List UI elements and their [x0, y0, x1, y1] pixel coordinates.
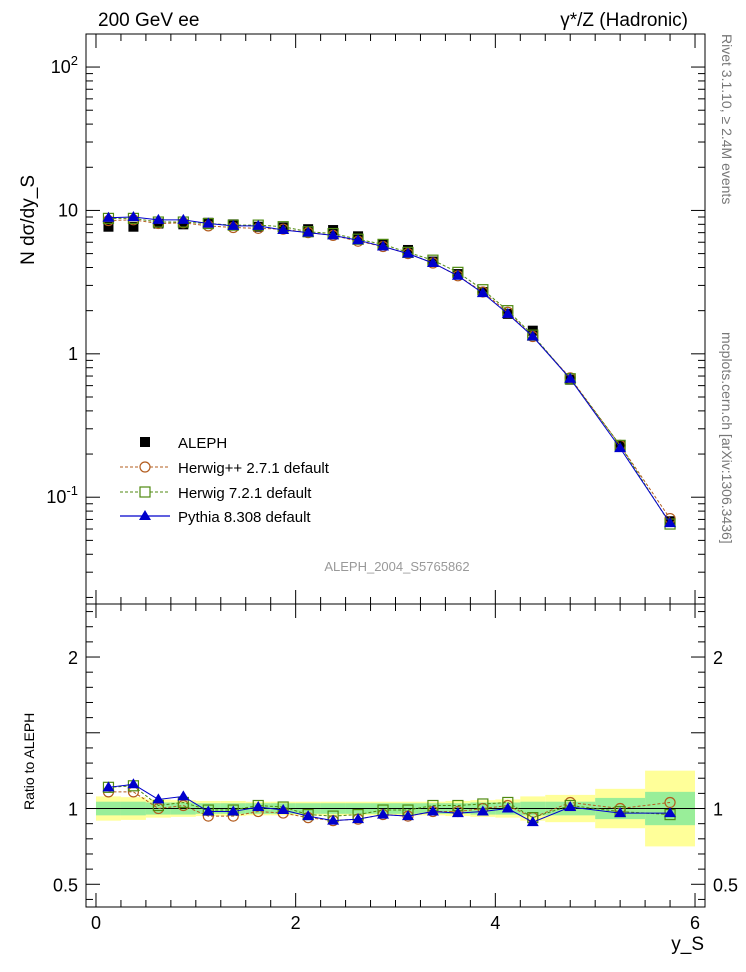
main-point-aleph: [178, 219, 189, 230]
ratio-point-pythia: [302, 810, 315, 821]
header-right: γ*/Z (Hadronic): [560, 10, 688, 31]
main-panel-series: [102, 210, 677, 530]
ratio-ytick-label: 1: [68, 800, 78, 820]
main-point-pythia: [614, 442, 627, 453]
legend-marker-herwig7: [139, 486, 151, 498]
main-point-aleph: [103, 221, 114, 232]
main-point-pythia: [526, 330, 539, 341]
main-point-pythia: [327, 229, 340, 240]
ratio-point-pythia: [352, 813, 365, 824]
ratio-ytick-label: 2: [68, 648, 78, 668]
ratio-line-herwig7: [108, 785, 671, 819]
header-left: 200 GeV ee: [98, 10, 199, 31]
mcplots-label: mcplots.cern.ch [arXiv:1306.3436]: [719, 332, 735, 544]
main-point-pythia: [152, 213, 165, 224]
legend-item-herwigpp: Herwig++ 2.7.1 default: [120, 460, 330, 477]
legend-marker-herwigpp: [139, 461, 151, 473]
ratio-point-pythia: [202, 805, 215, 816]
legend-item-aleph: ALEPH: [140, 435, 227, 452]
ratio-point-pythia: [152, 793, 165, 804]
ratio-point-pythia: [401, 810, 414, 821]
ratio-point-pythia: [327, 814, 340, 825]
main-ytick-label: 10: [58, 200, 78, 220]
main-point-pythia: [102, 211, 115, 222]
legend-item-herwig7: Herwig 7.2.1 default: [120, 485, 312, 502]
main-point-pythia: [564, 372, 577, 383]
legend-marker-pythia: [139, 510, 151, 520]
main-point-pythia: [177, 213, 190, 224]
xlabel: y_S: [671, 934, 704, 955]
ratio-ytick-label-right: 1: [713, 800, 723, 820]
main-ytick-label: 1: [68, 344, 78, 364]
legend-marker-aleph: [140, 437, 150, 447]
main-point-pythia: [664, 517, 677, 528]
ratio-point-pythia: [501, 802, 514, 813]
ratio-panel-series: [102, 778, 677, 827]
ratio-ytick-label: 0.5: [53, 875, 78, 895]
ratio-point-pythia: [377, 808, 390, 819]
ratio-panel-frame: [85, 603, 706, 908]
ratio-xtick-label: 0: [91, 913, 101, 933]
main-point-pythia: [451, 269, 464, 280]
ratio-point-pythia: [227, 805, 240, 816]
main-ylabel: N dσ/dy_S: [18, 175, 39, 265]
analysis-id: ALEPH_2004_S5765862: [324, 559, 469, 574]
main-point-pythia: [501, 307, 514, 318]
ratio-point-pythia: [277, 804, 290, 815]
ratio-point-pythia: [102, 781, 115, 792]
ratio-point-pythia: [526, 816, 539, 827]
ratio-line-herwigpp: [108, 791, 671, 822]
ratio-xtick-label: 4: [490, 913, 500, 933]
ratio-point-pythia: [664, 807, 677, 818]
ratio-point-pythia: [614, 807, 627, 818]
main-point-pythia: [352, 234, 365, 245]
main-point-pythia: [401, 247, 414, 258]
ratio-ytick-label-right: 2: [713, 648, 723, 668]
legend: ALEPH Herwig++ 2.7.1 default Herwig 7.2.…: [120, 435, 330, 526]
main-point-pythia: [476, 287, 489, 298]
main-point-pythia: [227, 219, 240, 230]
ratio-point-pythia: [451, 807, 464, 818]
ratio-xtick-label: 6: [690, 913, 700, 933]
main-point-pythia: [202, 217, 215, 228]
ratio-ylabel: Ratio to ALEPH: [21, 713, 37, 810]
main-point-aleph: [128, 221, 139, 232]
ratio-ytick-label-right: 0.5: [713, 875, 738, 895]
ratio-point-pythia: [426, 805, 439, 816]
rivet-label: Rivet 3.1.10, ≥ 2.4M events: [719, 34, 735, 204]
ratio-point-pythia: [476, 805, 489, 816]
main-point-pythia: [377, 240, 390, 251]
main-point-pythia: [252, 219, 265, 230]
legend-label-herwig7: Herwig 7.2.1 default: [178, 485, 312, 502]
ratio-point-pythia: [564, 801, 577, 812]
ratio-xtick-label: 2: [291, 913, 301, 933]
ratio-point-pythia: [127, 778, 140, 789]
legend-label-aleph: ALEPH: [178, 435, 227, 452]
ratio-point-pythia: [177, 790, 190, 801]
main-point-pythia: [277, 224, 290, 235]
main-point-pythia: [127, 210, 140, 221]
main-point-pythia: [426, 256, 439, 267]
ratio-point-pythia: [252, 801, 265, 812]
legend-label-herwigpp: Herwig++ 2.7.1 default: [178, 460, 330, 477]
legend-label-pythia: Pythia 8.308 default: [178, 509, 311, 526]
legend-item-pythia: Pythia 8.308 default: [120, 509, 311, 526]
main-point-pythia: [302, 226, 315, 237]
